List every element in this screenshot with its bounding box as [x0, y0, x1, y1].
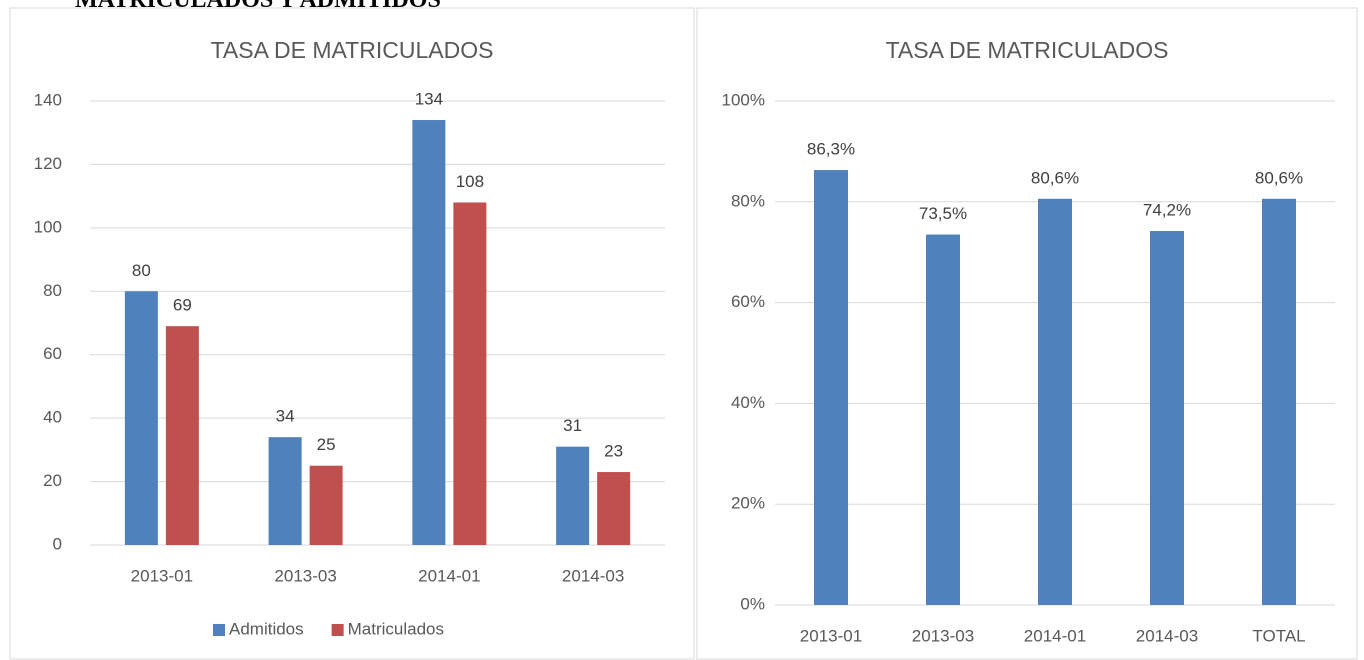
bar — [165, 326, 199, 545]
bar — [268, 437, 302, 545]
y-tick-label: 100% — [722, 90, 765, 109]
y-tick-label: 80% — [731, 191, 765, 210]
bar — [309, 465, 343, 545]
data-label: 73,5% — [919, 204, 967, 223]
y-tick-label: 0% — [740, 594, 765, 613]
data-label: 23 — [604, 442, 623, 461]
data-label: 80 — [132, 261, 151, 280]
bar — [1150, 231, 1184, 606]
y-tick-label: 100 — [34, 217, 62, 236]
data-label: 134 — [415, 90, 443, 109]
y-tick-label: 80 — [43, 281, 62, 300]
y-tick-label: 0 — [53, 534, 62, 553]
data-label: 69 — [173, 296, 192, 315]
y-tick-label: 120 — [34, 154, 62, 173]
x-tick-label: 2014-01 — [1024, 626, 1086, 645]
data-label: 74,2% — [1143, 201, 1191, 220]
x-tick-label: 2014-03 — [562, 566, 624, 585]
bar — [926, 234, 960, 605]
data-label: 108 — [456, 172, 484, 191]
data-label: 80,6% — [1031, 168, 1079, 187]
chart-frame — [9, 7, 695, 660]
bar — [1262, 198, 1296, 605]
y-tick-label: 60% — [731, 292, 765, 311]
legend-swatch — [213, 624, 225, 636]
bar — [597, 472, 631, 545]
x-tick-label: 2014-03 — [1136, 626, 1198, 645]
legend-swatch — [331, 624, 344, 636]
y-tick-label: 140 — [34, 90, 62, 109]
heading: MATRICULADOS Y ADMITIDOS — [75, 0, 441, 13]
chart-title: TASA DE MATRICULADOS — [211, 37, 494, 63]
bar — [453, 202, 487, 545]
legend-label: Admitidos — [229, 619, 304, 638]
chart-frame — [696, 7, 1358, 660]
data-label: 80,6% — [1255, 168, 1303, 187]
y-tick-label: 40% — [731, 393, 765, 412]
chart-title: TASA DE MATRICULADOS — [886, 37, 1169, 63]
data-label: 34 — [276, 407, 295, 426]
x-tick-label: 2013-01 — [800, 626, 862, 645]
data-label: 25 — [317, 435, 336, 454]
x-tick-label: TOTAL — [1252, 626, 1305, 645]
data-label: 31 — [563, 416, 582, 435]
bar — [556, 446, 590, 545]
x-tick-label: 2013-01 — [131, 566, 193, 585]
bar — [1038, 198, 1072, 605]
bar — [814, 170, 848, 605]
x-tick-label: 2013-03 — [912, 626, 974, 645]
x-tick-label: 2014-01 — [418, 566, 480, 585]
x-tick-label: 2013-03 — [274, 566, 336, 585]
bar — [412, 120, 446, 546]
legend-label: Matriculados — [348, 619, 444, 638]
y-tick-label: 40 — [43, 408, 62, 427]
y-tick-label: 60 — [43, 344, 62, 363]
bar — [124, 291, 158, 545]
y-tick-label: 20 — [43, 471, 62, 490]
y-tick-label: 20% — [731, 494, 765, 513]
data-label: 86,3% — [807, 140, 855, 159]
